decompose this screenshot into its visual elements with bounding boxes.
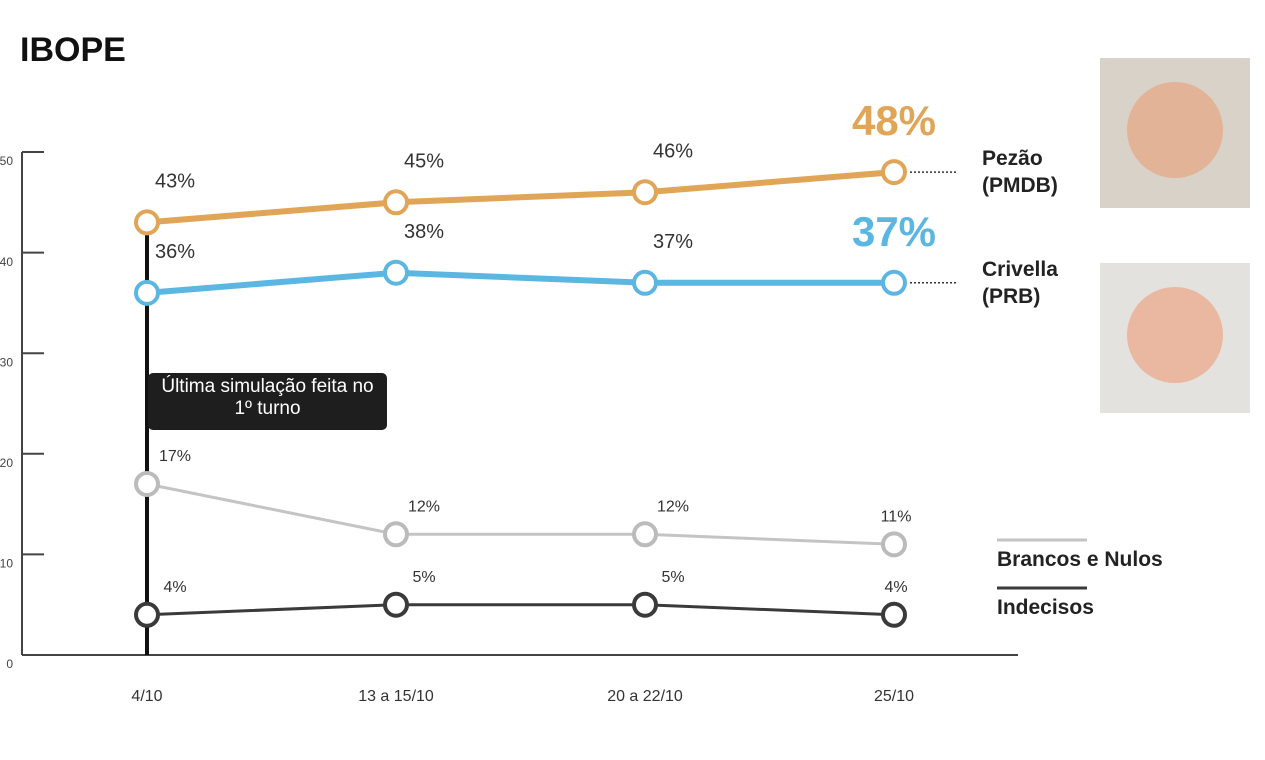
annotation-box (148, 373, 387, 430)
value-label: 11% (881, 509, 912, 526)
value-label: 5% (412, 569, 435, 586)
value-label: 4% (163, 579, 186, 596)
value-label: 45% (404, 151, 444, 173)
point (383, 189, 409, 216)
value-label: 48% (852, 97, 936, 144)
legend-label: Crivella (PRB) (982, 257, 1058, 308)
y-tick-label: 20 (0, 456, 13, 470)
point (881, 159, 907, 186)
value-label: 12% (408, 498, 440, 515)
point (134, 470, 160, 497)
value-label: 46% (653, 141, 693, 163)
photo-face (1127, 287, 1223, 383)
point (134, 601, 160, 628)
series-line (146, 482, 895, 546)
point (881, 269, 907, 296)
y-tick-label: 0 (6, 657, 13, 671)
y-tick-label: 40 (0, 255, 13, 269)
point (632, 591, 658, 618)
point (383, 259, 409, 286)
photo-face (1127, 82, 1223, 178)
point (383, 521, 409, 548)
point (881, 531, 907, 558)
x-tick-label: 20 a 22/10 (607, 688, 683, 705)
point (632, 269, 658, 296)
value-label: 12% (657, 498, 689, 515)
series-line (146, 603, 895, 617)
value-label: 36% (155, 241, 195, 263)
y-tick-label: 50 (0, 154, 13, 168)
chart-title: IBOPE (20, 31, 126, 69)
point (383, 591, 409, 618)
value-label: 17% (159, 448, 191, 465)
point (134, 209, 160, 236)
y-tick-label: 10 (0, 557, 13, 571)
legend-label: Pezão (PMDB) (982, 147, 1058, 198)
value-label: 43% (155, 171, 195, 193)
legend-label: Indecisos (997, 596, 1094, 619)
legend-label: Brancos e Nulos (997, 548, 1163, 571)
point (632, 179, 658, 206)
value-label: 37% (653, 231, 693, 253)
value-label: 4% (884, 579, 907, 596)
value-label: 37% (852, 208, 936, 255)
series-line (146, 269, 894, 296)
point (134, 279, 160, 306)
y-tick-label: 30 (0, 355, 13, 369)
point (881, 601, 907, 628)
x-tick-label: 4/10 (131, 688, 162, 705)
x-tick-label: 25/10 (874, 688, 914, 705)
series-line (146, 169, 895, 226)
value-label: 38% (404, 221, 444, 243)
annotation: Última simulação feita no 1º turno (161, 376, 374, 419)
x-tick-label: 13 a 15/10 (358, 688, 434, 705)
value-label: 5% (661, 569, 684, 586)
point (632, 521, 658, 548)
